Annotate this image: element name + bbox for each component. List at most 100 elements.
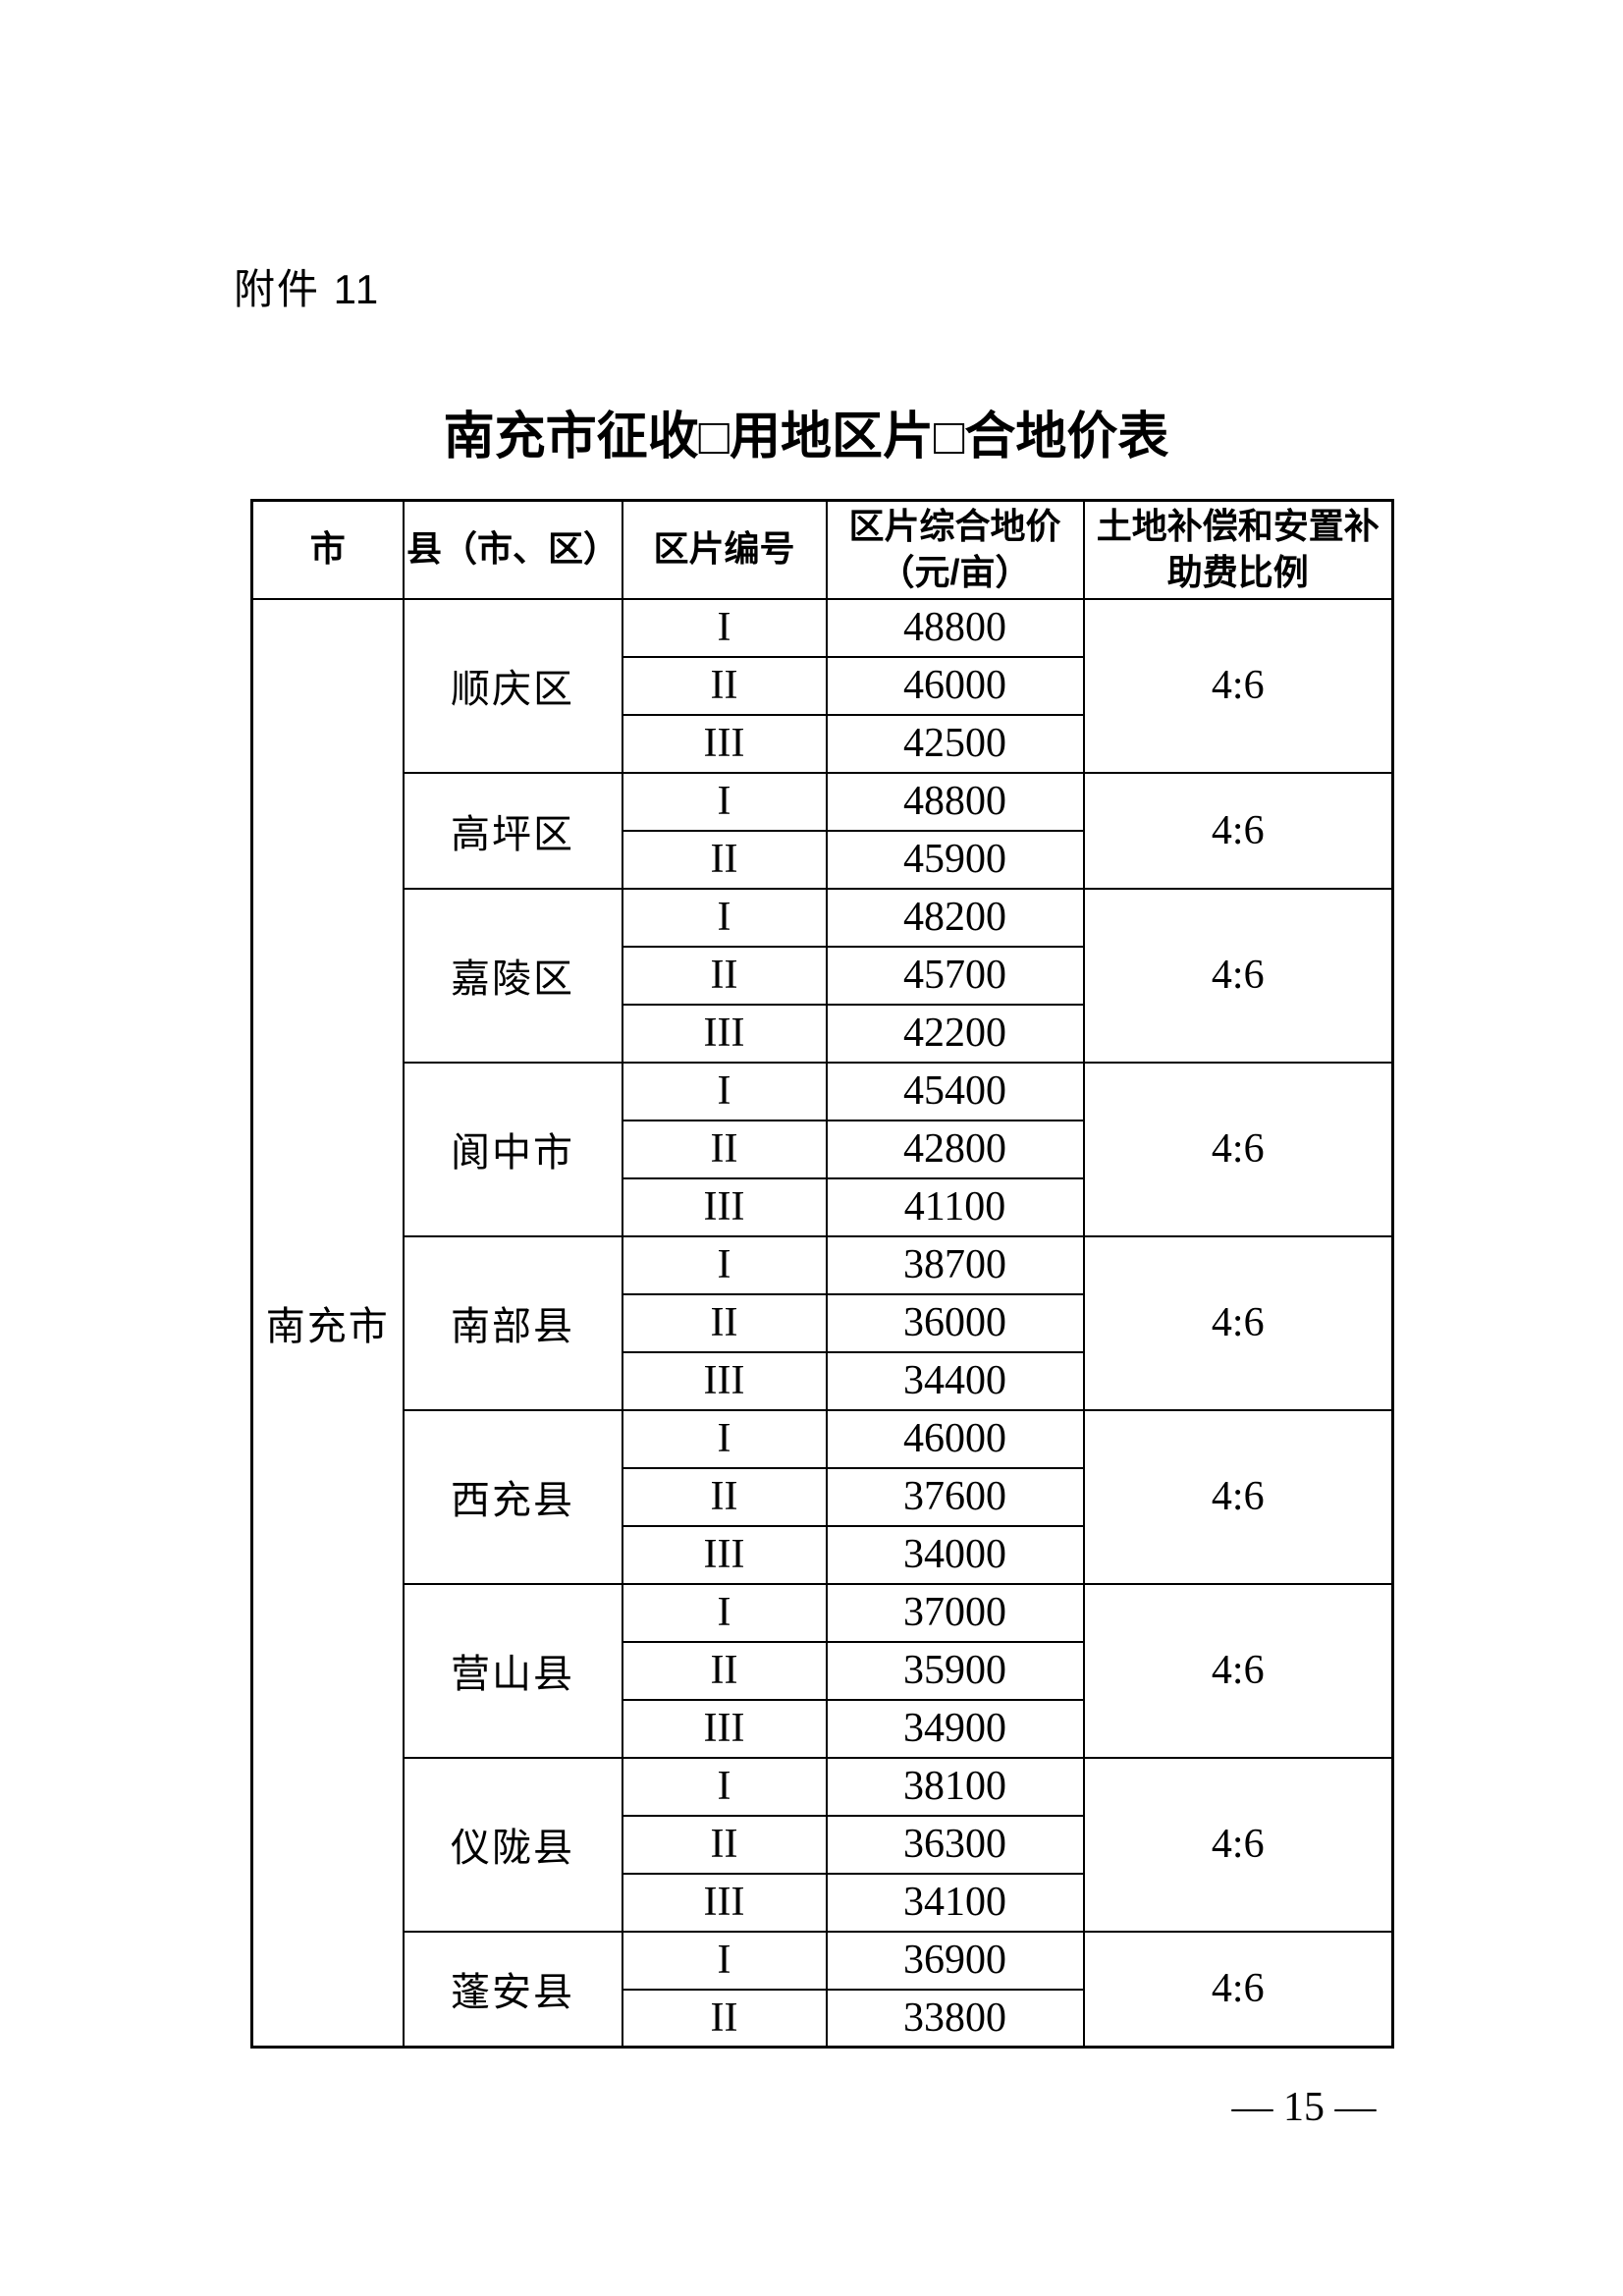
zone-cell: III xyxy=(621,1872,828,1933)
table-row: III 34900 xyxy=(252,1698,1393,1759)
zone-cell: II xyxy=(621,1988,828,2049)
land-price-table: 市 县（市、区） 区片编号 区片综合地价 （元/亩） 土地补偿和安置补 助费比例… xyxy=(250,499,1394,2049)
table-row: II 45700 xyxy=(252,945,1393,1006)
ratio-cell: 4:6 xyxy=(1082,1234,1394,1411)
table-row: III 42200 xyxy=(252,1003,1393,1064)
table-row: 南部县 I 38700 4:6 xyxy=(252,1234,1394,1411)
county-cell: 营山县 xyxy=(402,1582,623,1759)
zone-cell: II xyxy=(621,655,828,716)
zone-cell: I xyxy=(621,1756,828,1817)
zone-cell: II xyxy=(621,1466,828,1527)
table-row: II 46000 xyxy=(252,655,1393,716)
table-row: II 42800 xyxy=(252,1119,1393,1179)
table-row: II 35900 xyxy=(252,1640,1393,1701)
zone-cell: I xyxy=(621,1234,828,1295)
zone-cell: III xyxy=(621,1350,828,1411)
county-cell: 顺庆区 xyxy=(402,597,623,774)
zone-cell: II xyxy=(621,1119,828,1179)
zone-cell: I xyxy=(621,1582,828,1643)
price-cell: 42200 xyxy=(825,1003,1085,1064)
zone-cell: I xyxy=(621,1061,828,1121)
page-title: 南充市征收□用地区片□合地价表 xyxy=(443,409,1169,465)
header-city: 市 xyxy=(250,499,405,600)
table-row: 南充市 顺庆区 I 48800 4:6 xyxy=(250,597,1394,2049)
price-cell: 48200 xyxy=(825,887,1085,948)
county-cell: 蓬安县 xyxy=(402,1930,623,2049)
zone-cell: III xyxy=(621,1176,828,1237)
zone-cell: II xyxy=(621,829,828,890)
price-cell: 34900 xyxy=(825,1698,1085,1759)
county-cell: 西充县 xyxy=(402,1408,623,1585)
zone-cell: I xyxy=(621,1408,828,1469)
price-cell: 37000 xyxy=(825,1582,1085,1643)
attachment-label: 附件 11 xyxy=(234,266,381,312)
price-cell: 46000 xyxy=(825,1408,1085,1469)
zone-cell: I xyxy=(621,1930,828,1991)
ratio-cell: 4:6 xyxy=(1082,1061,1394,1237)
ratio-cell: 4:6 xyxy=(1082,1930,1394,2049)
price-cell: 48800 xyxy=(825,771,1085,832)
table-row: 蓬安县 I 36900 4:6 xyxy=(252,1930,1394,2049)
price-cell: 34100 xyxy=(825,1872,1085,1933)
price-cell: 45400 xyxy=(825,1061,1085,1121)
zone-cell: III xyxy=(621,1524,828,1585)
zone-cell: I xyxy=(621,771,828,832)
price-cell: 36300 xyxy=(825,1814,1085,1875)
table-row: II 45900 xyxy=(252,829,1393,890)
price-cell: 38100 xyxy=(825,1756,1085,1817)
zone-cell: I xyxy=(621,887,828,948)
price-cell: 33800 xyxy=(825,1988,1085,2049)
zone-cell: III xyxy=(621,1698,828,1759)
price-cell: 45700 xyxy=(825,945,1085,1006)
price-cell: 42500 xyxy=(825,713,1085,774)
price-cell: 45900 xyxy=(825,829,1085,890)
zone-cell: II xyxy=(621,1814,828,1875)
header-ratio-line1: 土地补偿和安置补 xyxy=(1096,505,1380,546)
header-county: 县（市、区） xyxy=(402,499,623,600)
table-row: 嘉陵区 I 48200 4:6 xyxy=(252,887,1394,1064)
county-cell: 仪陇县 xyxy=(402,1756,623,1933)
zone-cell: I xyxy=(621,597,828,658)
zone-cell: III xyxy=(621,713,828,774)
table-row: 营山县 I 37000 4:6 xyxy=(252,1582,1394,1759)
header-zone: 区片编号 xyxy=(621,499,828,600)
zone-cell: III xyxy=(621,1003,828,1064)
price-cell: 35900 xyxy=(825,1640,1085,1701)
ratio-cell: 4:6 xyxy=(1082,771,1394,890)
ratio-cell: 4:6 xyxy=(1082,1756,1394,1933)
header-price: 区片综合地价 （元/亩） xyxy=(825,499,1085,600)
county-cell: 嘉陵区 xyxy=(402,887,623,1064)
county-cell: 阆中市 xyxy=(402,1061,623,1237)
price-cell: 36000 xyxy=(825,1292,1085,1353)
header-ratio: 土地补偿和安置补 助费比例 xyxy=(1082,499,1394,600)
zone-cell: II xyxy=(621,1292,828,1353)
ratio-cell: 4:6 xyxy=(1082,1408,1394,1585)
table-row: 阆中市 I 45400 4:6 xyxy=(252,1061,1394,1237)
table-row: II 36300 xyxy=(252,1814,1393,1875)
price-cell: 41100 xyxy=(825,1176,1085,1237)
county-cell: 高坪区 xyxy=(402,771,623,890)
table-row: 西充县 I 46000 4:6 xyxy=(252,1408,1394,1585)
price-cell: 42800 xyxy=(825,1119,1085,1179)
table-row: 仪陇县 I 38100 4:6 xyxy=(252,1756,1394,1933)
price-cell: 48800 xyxy=(825,597,1085,658)
page-number: — 15 — xyxy=(1231,2085,1377,2130)
price-cell: 46000 xyxy=(825,655,1085,716)
table-row: III 41100 xyxy=(252,1176,1393,1237)
header-price-line2: （元/亩） xyxy=(879,551,1031,592)
table-row: III 34000 xyxy=(252,1524,1393,1585)
ratio-cell: 4:6 xyxy=(1082,597,1394,774)
table-row: III 42500 xyxy=(252,713,1393,774)
price-cell: 34400 xyxy=(825,1350,1085,1411)
zone-cell: II xyxy=(621,945,828,1006)
header-price-line1: 区片综合地价 xyxy=(848,505,1061,546)
price-cell: 36900 xyxy=(825,1930,1085,1991)
table-row: II 36000 xyxy=(252,1292,1393,1353)
table-row: II 33800 xyxy=(252,1988,1393,2049)
price-cell: 37600 xyxy=(825,1466,1085,1527)
ratio-cell: 4:6 xyxy=(1082,887,1394,1064)
header-ratio-line2: 助费比例 xyxy=(1166,551,1309,592)
ratio-cell: 4:6 xyxy=(1082,1582,1394,1759)
table-row: II 37600 xyxy=(252,1466,1393,1527)
header-row: 市 县（市、区） 区片编号 区片综合地价 （元/亩） 土地补偿和安置补 助费比例 xyxy=(250,499,1394,600)
